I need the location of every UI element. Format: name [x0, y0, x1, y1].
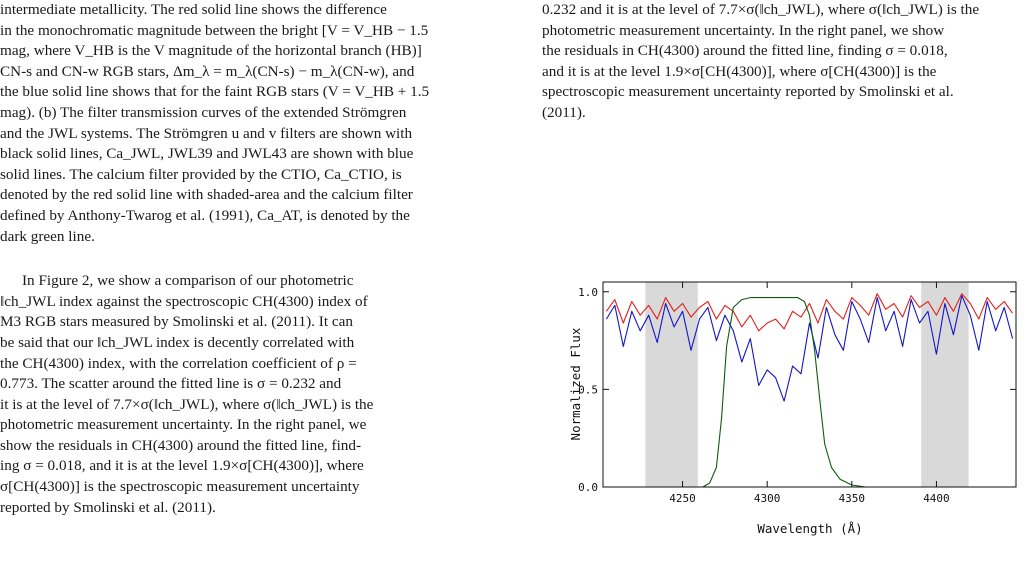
body-line: and it is at the level 1.9×σ[CH(4300)], … — [542, 62, 937, 80]
x-axis-label: Wavelength (Å) — [757, 521, 862, 536]
body-line: (2011). — [542, 103, 586, 121]
caption-line: black solid lines, Ca_JWL, JWL39 and JWL… — [0, 145, 414, 163]
body-line: 0.773. The scatter around the fitted lin… — [0, 375, 342, 393]
x-tick-label: 4400 — [923, 492, 950, 505]
spectrum-chart: 4250 4300 4350 4400 0.0 0.5 1.0 Normalized Flu… — [570, 281, 1017, 536]
caption-line: in the monochromatic magnitude between t… — [0, 21, 429, 39]
figure-caption: intermediate metallicity. The red solid … — [0, 0, 514, 247]
y-axis-label: Normalized Flux — [570, 327, 583, 440]
body-line: ‖ch_JWL index against the spectroscopic … — [0, 292, 368, 310]
body-line: the residuals in CH(4300) around the fit… — [542, 42, 948, 60]
x-tick-label: 4300 — [754, 492, 781, 505]
y-tick-label: 0.5 — [578, 383, 598, 396]
body-line: In Figure 2, we show a comparison of our… — [22, 272, 354, 290]
caption-line: the blue solid line shows that for the f… — [0, 83, 430, 101]
caption-line: and the JWL systems. The Strömgren u and… — [0, 124, 413, 142]
series-line-2 — [603, 297, 1016, 488]
right-column: 0.232 and it is at the level of 7.7×σ(‖c… — [542, 0, 1030, 124]
body-line: ing σ = 0.018, and it is at the level 1.… — [0, 457, 364, 475]
body-line: the CH(4300) index, with the correlation… — [0, 354, 357, 372]
y-tick-label: 0.0 — [578, 481, 598, 494]
caption-line: defined by Anthony-Twarog et al. (1991),… — [0, 206, 410, 224]
x-tick-label: 4350 — [839, 492, 866, 505]
body-line: σ[CH(4300)] is the spectroscopic measure… — [0, 478, 360, 496]
x-tick-label: 4250 — [669, 492, 696, 505]
series-line-1 — [605, 295, 1014, 402]
y-tick-label: 1.0 — [578, 286, 598, 299]
body-line: show the residuals in CH(4300) around th… — [0, 436, 362, 454]
caption-line: CN-s and CN-w RGB stars, Δm_λ = m_λ(CN-s… — [0, 62, 415, 80]
body-line: 0.232 and it is at the level of 7.7×σ(‖c… — [542, 1, 980, 18]
series-line-0 — [605, 293, 1014, 332]
shaded-band — [645, 282, 698, 487]
caption-line: intermediate metallicity. The red solid … — [0, 1, 387, 18]
caption-line: denoted by the red solid line with shade… — [0, 186, 413, 204]
body-line: M3 RGB stars measured by Smolinski et al… — [0, 313, 353, 331]
body-line: photometric measurement uncertainty. In … — [542, 21, 945, 39]
caption-line: solid lines. The calcium filter provided… — [0, 165, 402, 183]
body-paragraph: In Figure 2, we show a comparison of our… — [0, 271, 514, 518]
body-line: photometric measurement uncertainty. In … — [0, 416, 367, 434]
body-line: be said that our ‖ch_JWL index is decent… — [0, 333, 355, 351]
body-line: spectroscopic measurement uncertainty re… — [542, 83, 954, 101]
caption-line: mag, where V_HB is the V magnitude of th… — [0, 42, 422, 60]
plot-frame — [602, 281, 1017, 488]
spectrum-figure: 4250 4300 4350 4400 0.0 0.5 1.0 Normalized Flu… — [570, 262, 1030, 582]
body-line: it is at the level of 7.7×σ(‖ch_JWL), wh… — [0, 395, 374, 413]
caption-line: mag). (b) The filter transmission curves… — [0, 103, 407, 121]
left-column: intermediate metallicity. The red solid … — [0, 0, 514, 518]
caption-line: dark green line. — [0, 227, 95, 245]
body-line: reported by Smolinski et al. (2011). — [0, 498, 216, 516]
